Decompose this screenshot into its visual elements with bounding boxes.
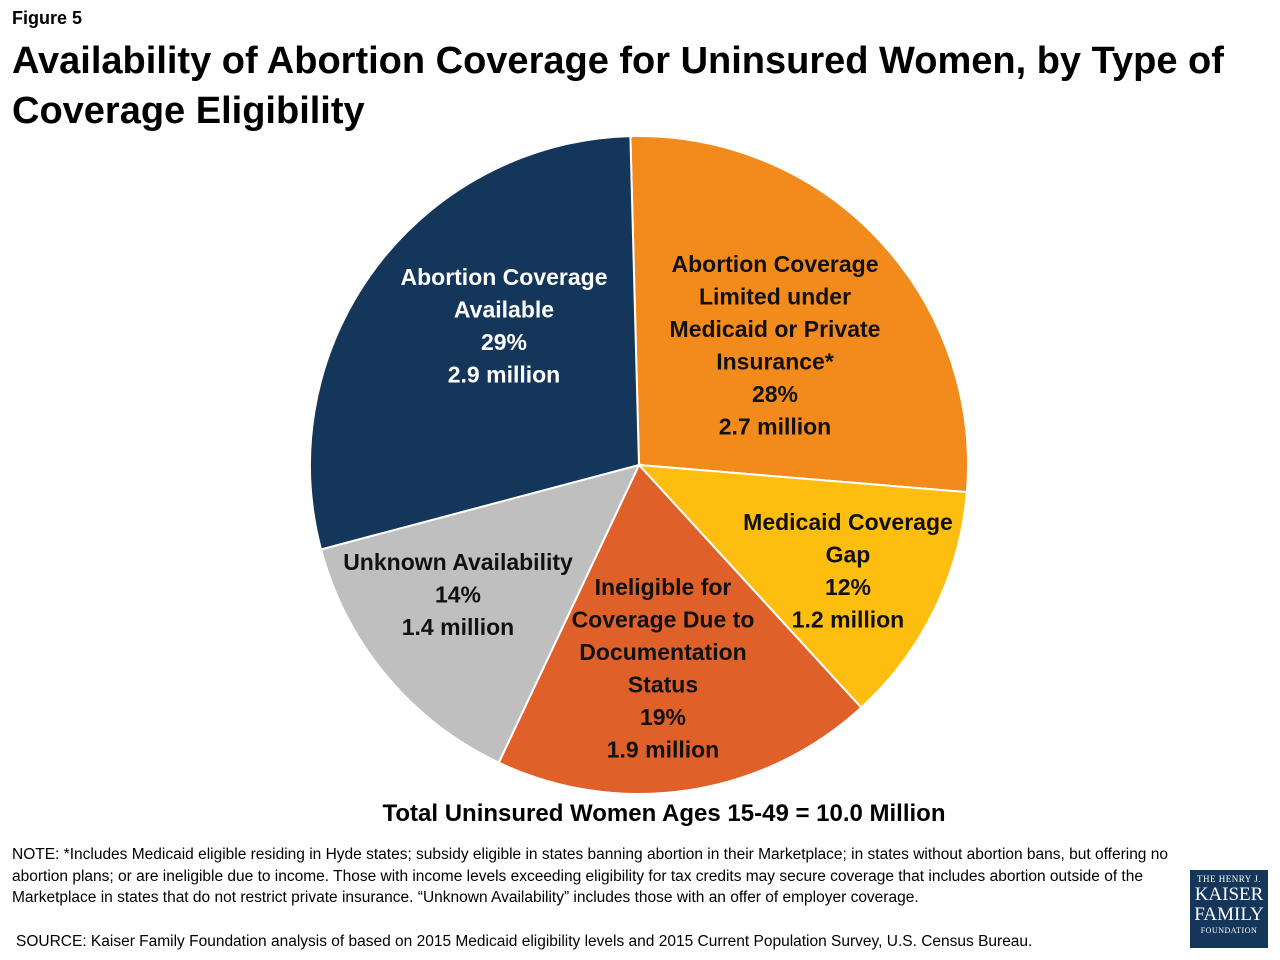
- slice-value-label: 1.4 million: [402, 614, 514, 640]
- figure-label: Figure 5: [12, 8, 83, 28]
- chart-source: SOURCE: Kaiser Family Foundation analysi…: [16, 933, 1033, 950]
- slice-value-label: 1.2 million: [792, 607, 904, 633]
- slice-percent-label: 19%: [640, 704, 686, 730]
- pie-slice-1: [629, 135, 969, 494]
- slice-percent-label: 12%: [825, 574, 871, 600]
- slice-label-line: Unknown Availability: [343, 549, 573, 575]
- slice-label-line: Insurance*: [716, 349, 834, 375]
- slice-label-line: Documentation: [579, 639, 746, 665]
- chart-note: NOTE: *Includes Medicaid eligible residi…: [12, 846, 1168, 906]
- pie-slice-label-3: Ineligible for Coverage Due to Documentati…: [572, 574, 755, 763]
- slice-label-line: Abortion Coverage: [671, 251, 878, 277]
- chart-title: Availability of Abortion Coverage for Un…: [12, 40, 1224, 132]
- slice-label-line: Available: [454, 297, 554, 323]
- logo-line-2: KAISER: [1194, 884, 1264, 905]
- pie-slices: [309, 135, 969, 795]
- slice-label-line: Ineligible for: [595, 574, 732, 600]
- chart-total-label: Total Uninsured Women Ages 15-49 = 10.0 …: [382, 800, 946, 827]
- slice-value-label: 2.7 million: [719, 414, 831, 440]
- slice-label-line: Medicaid Coverage: [743, 509, 953, 535]
- slice-percent-label: 29%: [481, 329, 527, 355]
- slice-label-line: Coverage Due to: [572, 607, 755, 633]
- slice-percent-label: 14%: [435, 582, 481, 608]
- pie-slice-5: [309, 135, 641, 551]
- pie-slice-label-1: Abortion Coverage Limited under Medicaid o…: [670, 251, 881, 440]
- slice-label-line: Limited under: [699, 284, 851, 310]
- slice-label-line: Gap: [826, 542, 871, 568]
- pie-slice-2: [636, 463, 968, 710]
- slice-value-label: 2.9 million: [448, 362, 560, 388]
- pie-slice-label-4: Unknown Availability 14% 1.4 million: [343, 549, 573, 640]
- slice-label-line: Medicaid or Private: [670, 316, 881, 342]
- kff-logo: THE HENRY J. KAISER FAMILY FOUNDATION: [1190, 870, 1268, 948]
- slice-label-line: Status: [628, 672, 698, 698]
- pie-slice-label-5: Abortion Coverage Available 29% 2.9 million: [400, 264, 607, 388]
- logo-line-4: FOUNDATION: [1200, 926, 1258, 935]
- pie-slice-3: [497, 463, 863, 795]
- pie-slice-4: [319, 463, 641, 764]
- slice-percent-label: 28%: [752, 381, 798, 407]
- logo-line-3: FAMILY: [1194, 904, 1264, 925]
- pie-labels: Abortion Coverage Limited under Medicaid o…: [343, 251, 953, 763]
- pie-slice-label-2: Medicaid Coverage Gap 12% 1.2 million: [743, 509, 953, 633]
- slice-value-label: 1.9 million: [607, 737, 719, 763]
- logo-line-1: THE HENRY J.: [1197, 874, 1261, 884]
- slice-label-line: Abortion Coverage: [400, 264, 607, 290]
